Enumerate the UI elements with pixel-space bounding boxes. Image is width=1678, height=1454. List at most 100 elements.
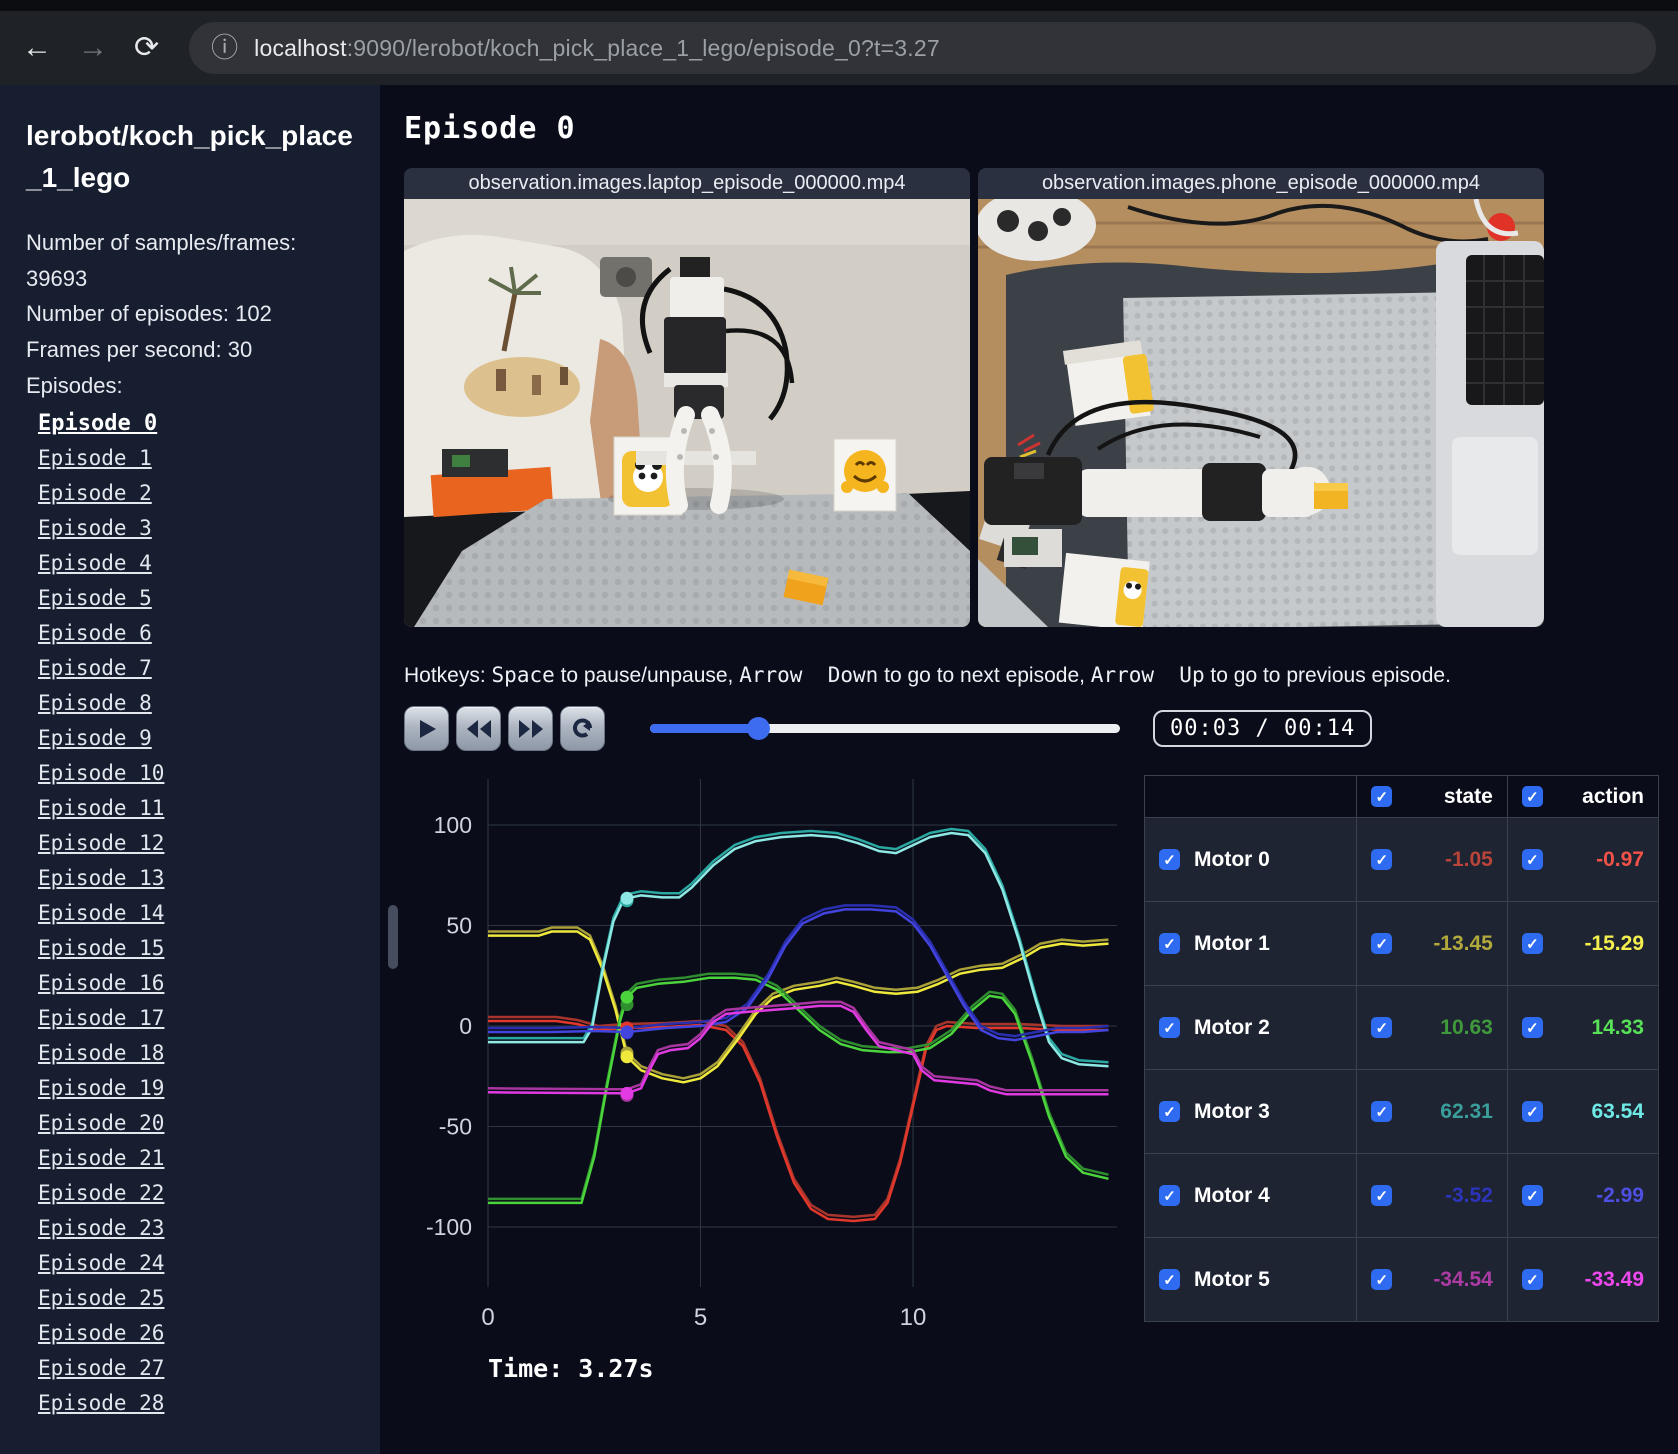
motor-5-action-checkbox[interactable]	[1521, 1269, 1543, 1290]
video-panel-phone: observation.images.phone_episode_000000.…	[978, 168, 1544, 627]
motor-4-checkbox[interactable]	[1159, 1185, 1180, 1206]
episode-link-14[interactable]: Episode 14	[38, 901, 165, 926]
motor-row-4: Motor 4 -3.52 -2.99	[1143, 1153, 1660, 1238]
slider-fill	[650, 724, 759, 733]
motor-0-checkbox[interactable]	[1159, 849, 1180, 870]
url-path: :9090/lerobot/koch_pick_place_1_lego/epi…	[346, 34, 940, 61]
episode-link-16[interactable]: Episode 16	[38, 971, 165, 996]
episode-link-4[interactable]: Episode 4	[38, 551, 152, 576]
motor-1-checkbox[interactable]	[1159, 933, 1180, 954]
action-column-checkbox[interactable]	[1521, 786, 1543, 807]
phone-camera-video[interactable]	[978, 199, 1544, 627]
episode-list-item: Episode 4	[38, 547, 354, 582]
motor-5-state-checkbox[interactable]	[1371, 1269, 1393, 1290]
episode-link-10[interactable]: Episode 10	[38, 761, 165, 786]
motor-table: state action Motor 0 -1.05 -0.97 Motor 1 -13…	[1143, 775, 1660, 1322]
slider-track[interactable]	[650, 724, 1120, 733]
episode-link-22[interactable]: Episode 22	[38, 1181, 165, 1206]
x-tick-label: 0	[481, 1304, 494, 1331]
motor-0-action-checkbox[interactable]	[1521, 849, 1543, 870]
hotkeys-help: Hotkeys: Space to pause/unpause, Arrow D…	[404, 663, 1678, 688]
series-action-0	[488, 1019, 1109, 1223]
motor-4-state-checkbox[interactable]	[1371, 1185, 1393, 1206]
fast-forward-icon	[518, 719, 543, 738]
motor-name-cell: Motor 2	[1143, 985, 1358, 1070]
episode-link-12[interactable]: Episode 12	[38, 831, 165, 856]
episode-link-15[interactable]: Episode 15	[38, 936, 165, 961]
motor-2-state-checkbox[interactable]	[1371, 1017, 1393, 1038]
motor-row-1: Motor 1 -13.45 -15.29	[1143, 901, 1660, 986]
motor-chart[interactable]: 100 50 0 -50 -100 0 5 10	[404, 775, 1144, 1335]
episode-link-19[interactable]: Episode 19	[38, 1076, 165, 1101]
reload-icon[interactable]: ⟳	[134, 31, 160, 64]
series-state-4	[488, 904, 1109, 1038]
episode-link-23[interactable]: Episode 23	[38, 1216, 165, 1241]
fast-forward-button[interactable]	[508, 706, 553, 751]
rewind-button[interactable]	[456, 706, 501, 751]
episode-link-7[interactable]: Episode 7	[38, 656, 152, 681]
motor-name-label: Motor 4	[1194, 1183, 1270, 1207]
motor-3-action-checkbox[interactable]	[1521, 1101, 1543, 1122]
episode-link-21[interactable]: Episode 21	[38, 1146, 165, 1171]
y-tick-label: 50	[446, 913, 472, 939]
motor-5-state-cell: -34.54	[1356, 1237, 1508, 1322]
motor-2-action-value: 14.33	[1591, 1015, 1644, 1039]
state-header-label: state	[1443, 784, 1493, 808]
sidebar-scrollbar-thumb[interactable]	[388, 905, 398, 969]
motor-4-action-value: -2.99	[1596, 1183, 1644, 1207]
video-title-laptop: observation.images.laptop_episode_000000…	[404, 168, 970, 199]
episode-link-28[interactable]: Episode 28	[38, 1391, 165, 1416]
episode-list-item: Episode 10	[38, 757, 354, 792]
episode-link-11[interactable]: Episode 11	[38, 796, 165, 821]
slider-thumb[interactable]	[747, 717, 771, 740]
motor-3-checkbox[interactable]	[1159, 1101, 1180, 1122]
episode-link-24[interactable]: Episode 24	[38, 1251, 165, 1276]
page-title: Episode 0	[404, 111, 576, 146]
motor-5-checkbox[interactable]	[1159, 1269, 1180, 1290]
episode-link-0[interactable]: Episode 0	[38, 411, 158, 437]
motor-2-action-checkbox[interactable]	[1521, 1017, 1543, 1038]
motor-2-checkbox[interactable]	[1159, 1017, 1180, 1038]
motor-4-action-checkbox[interactable]	[1521, 1185, 1543, 1206]
episode-link-8[interactable]: Episode 8	[38, 691, 152, 716]
sidebar: lerobot/koch_pick_place_1_lego Number of…	[0, 85, 380, 1454]
dataset-title: lerobot/koch_pick_place_1_lego	[26, 120, 353, 193]
episode-link-2[interactable]: Episode 2	[38, 481, 152, 506]
episode-list-item: Episode 14	[38, 897, 354, 932]
episode-link-17[interactable]: Episode 17	[38, 1006, 165, 1031]
motor-name-label: Motor 3	[1194, 1099, 1270, 1123]
episode-link-13[interactable]: Episode 13	[38, 866, 165, 891]
forward-icon[interactable]: →	[78, 31, 108, 64]
hotkeys-mid1: to pause/unpause,	[554, 664, 740, 687]
episode-link-27[interactable]: Episode 27	[38, 1356, 165, 1381]
motor-3-state-checkbox[interactable]	[1371, 1101, 1393, 1122]
motor-0-action-cell: -0.97	[1506, 817, 1660, 902]
play-button[interactable]	[404, 706, 449, 751]
hotkeys-mid2: to go to next episode,	[878, 664, 1091, 687]
episode-link-26[interactable]: Episode 26	[38, 1321, 165, 1346]
hotkey-arrow-up: Arrow Up	[1090, 663, 1205, 687]
episode-link-1[interactable]: Episode 1	[38, 446, 152, 471]
state-column-checkbox[interactable]	[1371, 786, 1393, 807]
laptop-camera-video[interactable]	[404, 199, 970, 627]
motor-1-action-checkbox[interactable]	[1521, 933, 1543, 954]
episode-link-9[interactable]: Episode 9	[38, 726, 152, 751]
motor-name-cell: Motor 5	[1143, 1237, 1358, 1322]
back-icon[interactable]: ←	[22, 31, 52, 64]
motor-0-state-checkbox[interactable]	[1371, 849, 1393, 870]
url-bar[interactable]: ⓘ localhost:9090/lerobot/koch_pick_place…	[189, 22, 1656, 74]
y-tick-label: -50	[439, 1114, 472, 1140]
empty-header-cell	[1143, 775, 1358, 818]
episode-link-20[interactable]: Episode 20	[38, 1111, 165, 1136]
seek-slider[interactable]	[650, 706, 1120, 751]
episode-link-25[interactable]: Episode 25	[38, 1286, 165, 1311]
episode-list-item: Episode 5	[38, 582, 354, 617]
motor-1-state-checkbox[interactable]	[1371, 933, 1393, 954]
info-icon[interactable]: ⓘ	[211, 32, 239, 63]
loop-button[interactable]	[560, 706, 605, 751]
episode-link-6[interactable]: Episode 6	[38, 621, 152, 646]
episode-link-3[interactable]: Episode 3	[38, 516, 152, 541]
episode-link-5[interactable]: Episode 5	[38, 586, 152, 611]
episode-list-item: Episode 7	[38, 652, 354, 687]
episode-link-18[interactable]: Episode 18	[38, 1041, 165, 1066]
